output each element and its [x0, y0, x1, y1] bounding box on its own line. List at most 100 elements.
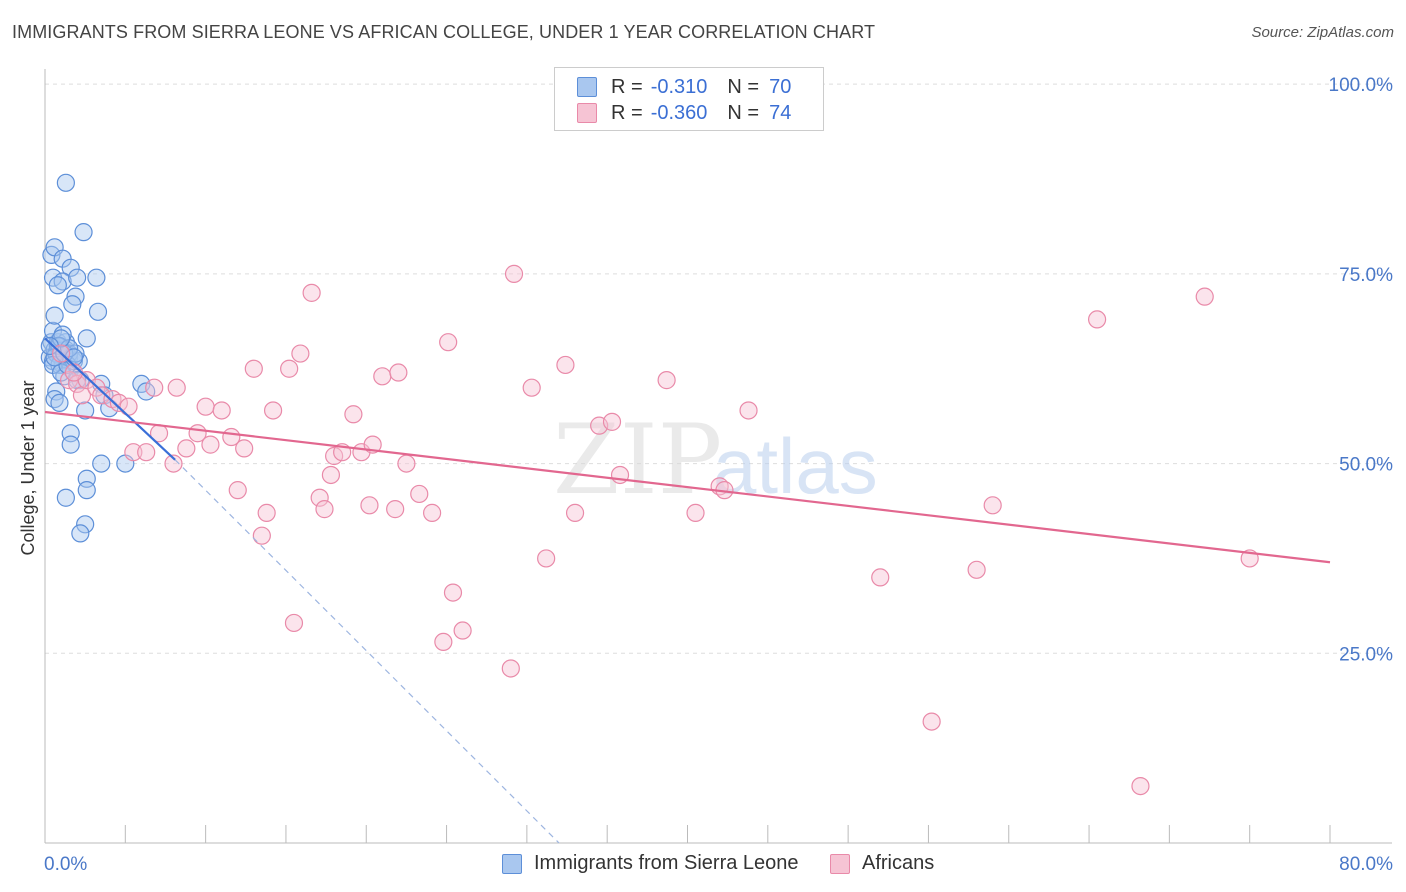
- data-point: [88, 302, 108, 321]
- data-point: [244, 359, 263, 378]
- data-point: [602, 412, 622, 431]
- bottom-legend: Immigrants from Sierra Leone Africans: [0, 852, 1406, 878]
- data-point: [1195, 287, 1214, 306]
- data-point: [1087, 310, 1107, 329]
- legend-n-label: N =: [727, 75, 760, 98]
- bottom-legend-label: Immigrants from Sierra Leone: [534, 852, 799, 874]
- data-point: [983, 496, 1002, 515]
- trend-layer: [44, 337, 1331, 844]
- data-point: [443, 583, 463, 602]
- data-point: [145, 378, 164, 397]
- data-point: [201, 435, 220, 454]
- legend-n-value: 70: [769, 75, 792, 98]
- data-point: [47, 382, 66, 401]
- data-point: [212, 401, 231, 420]
- legend-r-value: -0.310: [650, 75, 708, 98]
- data-point: [739, 401, 758, 420]
- bottom-legend-item-africans[interactable]: Africans: [830, 852, 934, 875]
- legend-row-africans: R = -0.360 N = 74: [577, 101, 791, 125]
- watermark: ZIP atlas: [553, 404, 878, 516]
- data-point: [423, 503, 442, 523]
- data-point: [109, 393, 128, 412]
- data-point: [124, 443, 143, 462]
- data-point: [871, 568, 890, 587]
- data-point: [537, 549, 556, 568]
- y-tick-label: 100.0%: [1329, 75, 1394, 96]
- data-point: [74, 223, 93, 242]
- data-point: [373, 367, 392, 386]
- data-point: [284, 613, 304, 633]
- watermark-atlas: atlas: [713, 422, 878, 510]
- data-point: [344, 405, 363, 424]
- legend-n-value: 74: [769, 101, 792, 124]
- legend-r-label: R =: [611, 101, 643, 124]
- legend-swatch-blue: [502, 853, 522, 874]
- y-tick-label: 75.0%: [1339, 265, 1393, 286]
- data-point: [410, 484, 429, 504]
- data-point: [360, 496, 379, 515]
- data-point: [45, 306, 64, 325]
- series-sierra-leone-points: [40, 173, 156, 543]
- data-point: [386, 500, 405, 519]
- data-point: [48, 276, 67, 295]
- bottom-legend-item-sierra-leone[interactable]: Immigrants from Sierra Leone: [502, 852, 799, 875]
- data-point: [196, 397, 215, 416]
- data-point: [137, 443, 156, 462]
- data-point: [504, 264, 524, 283]
- points-layer: [40, 173, 1259, 796]
- chart-source: Source: ZipAtlas.com: [1251, 24, 1394, 41]
- data-point: [252, 526, 271, 545]
- data-point: [87, 268, 106, 287]
- data-point: [686, 503, 705, 523]
- y-tick-label: 50.0%: [1339, 455, 1393, 476]
- axes-layer: [44, 69, 1392, 844]
- data-point: [310, 488, 329, 507]
- data-point: [291, 344, 310, 363]
- data-point: [167, 378, 186, 397]
- data-point: [119, 397, 138, 416]
- chart-title: IMMIGRANTS FROM SIERRA LEONE VS AFRICAN …: [12, 22, 876, 42]
- data-point: [280, 359, 299, 378]
- data-point: [1131, 776, 1150, 796]
- bottom-legend-label: Africans: [862, 852, 935, 874]
- data-point: [76, 401, 95, 420]
- data-point: [556, 355, 575, 375]
- data-point: [657, 371, 676, 390]
- data-point: [389, 363, 408, 382]
- data-point: [50, 393, 69, 412]
- data-point: [235, 439, 254, 458]
- legend-swatch-pink: [577, 103, 597, 123]
- data-point: [565, 503, 585, 523]
- data-point: [321, 465, 341, 485]
- legend-r-value: -0.360: [650, 101, 708, 124]
- correlation-legend: R = -0.310 N = 70 R = -0.360 N = 74: [554, 67, 824, 131]
- trend-line-africans: [44, 410, 1331, 564]
- data-point: [56, 488, 75, 507]
- data-point: [71, 524, 90, 543]
- data-point: [63, 295, 82, 314]
- label-layer: 25.0% 50.0% 75.0% 100.0% 0.0% 80.0% College, U…: [18, 75, 1393, 875]
- data-point: [228, 481, 247, 500]
- legend-swatch-blue: [577, 77, 597, 97]
- legend-row-sierra-leone: R = -0.310 N = 70: [577, 75, 791, 99]
- watermark-zip: ZIP: [553, 404, 722, 516]
- y-tick-label: 25.0%: [1339, 644, 1393, 665]
- data-point: [68, 374, 87, 394]
- x-tick-label-min: 0.0%: [44, 854, 87, 875]
- data-point: [77, 481, 96, 500]
- data-point: [439, 333, 458, 352]
- data-point: [257, 503, 276, 523]
- data-point: [453, 621, 472, 640]
- data-point: [56, 173, 75, 192]
- legend-r-label: R =: [611, 75, 643, 98]
- data-point: [397, 454, 416, 473]
- data-point: [922, 712, 941, 731]
- grid-layer: [45, 83, 1392, 654]
- data-point: [315, 500, 334, 519]
- data-point: [434, 632, 453, 652]
- legend-n-label: N =: [727, 101, 760, 124]
- data-point: [77, 329, 96, 348]
- data-point: [164, 454, 183, 473]
- y-axis-label: College, Under 1 year: [18, 380, 38, 555]
